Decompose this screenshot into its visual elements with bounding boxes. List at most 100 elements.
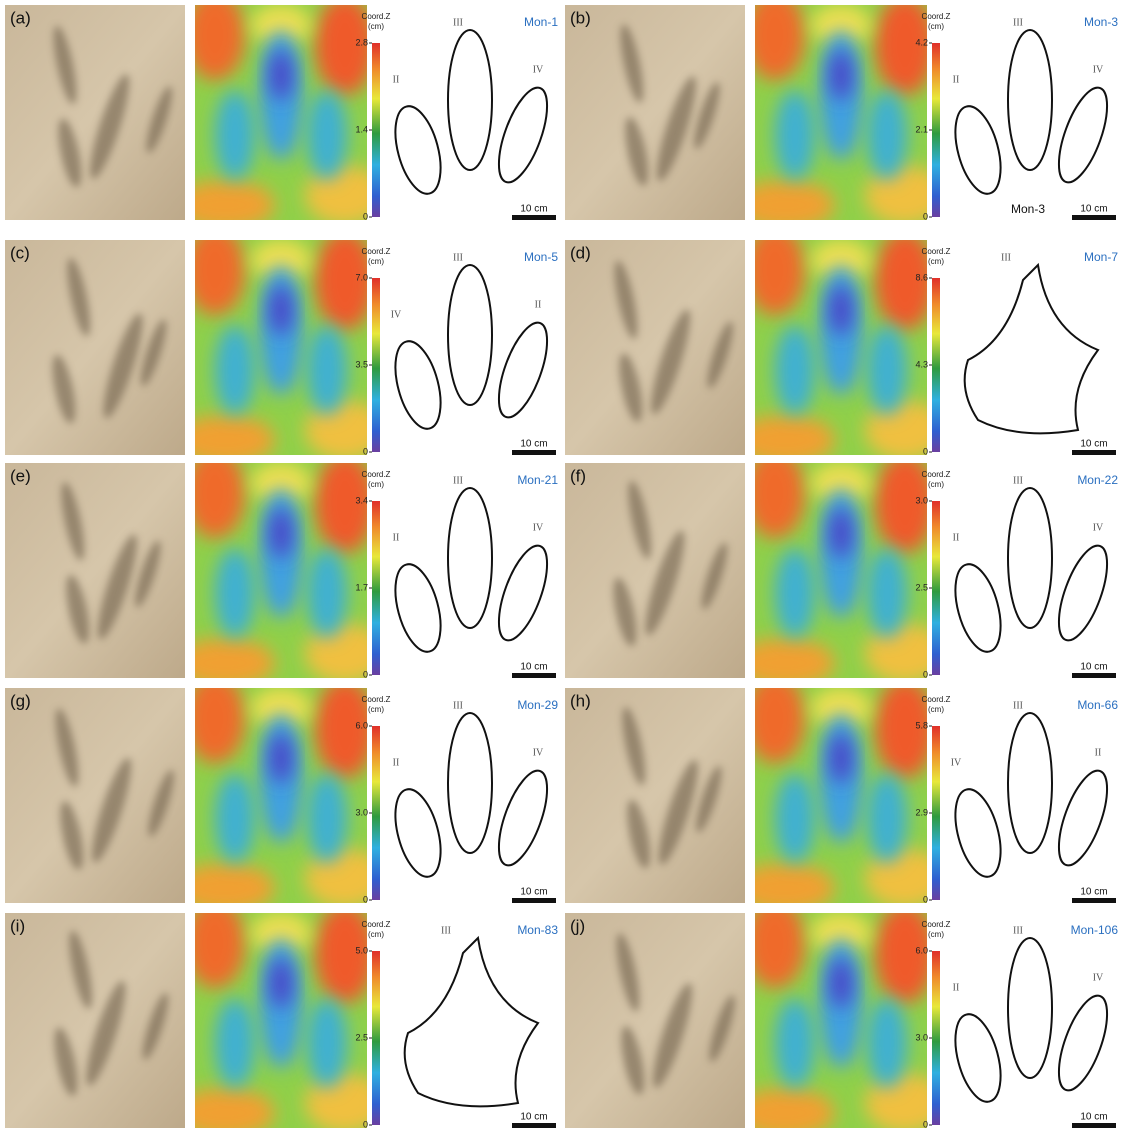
photo: (h) xyxy=(565,688,745,903)
colorbar-tick-label: 5.0 xyxy=(355,945,368,955)
digit-label: II xyxy=(953,532,960,543)
colorbar-tick-label: 6.0 xyxy=(915,945,928,955)
map-blob xyxy=(867,325,907,415)
digit-label: III xyxy=(453,700,463,711)
digit-label: II xyxy=(953,982,960,993)
map-blob xyxy=(775,998,815,1088)
digit-label: III xyxy=(1013,925,1023,936)
foot-outline xyxy=(405,938,538,1106)
digit-label: II xyxy=(393,74,400,85)
map-blob xyxy=(745,898,805,988)
map-blob xyxy=(185,448,245,538)
toe-outline xyxy=(947,101,1009,198)
colorbar-tick-label: 2.1 xyxy=(915,124,928,134)
toe-outline xyxy=(387,784,449,881)
map-blob xyxy=(269,285,293,335)
scale-bar xyxy=(512,1123,556,1128)
colorbar-unit: (cm) xyxy=(368,257,384,266)
scale-bar xyxy=(1072,450,1116,455)
colorbar-tick-label: 4.3 xyxy=(915,359,928,369)
map-blob xyxy=(829,50,853,100)
panel-label: (h) xyxy=(570,691,591,710)
photo: (i) xyxy=(5,913,185,1128)
photo-background xyxy=(5,463,185,678)
photo-background xyxy=(565,688,745,903)
footprint-drawing xyxy=(387,30,557,199)
digit-label: IV xyxy=(533,64,544,75)
digit-label: II xyxy=(953,74,960,85)
map-blob xyxy=(215,773,255,863)
colorbar-tick-label: 8.6 xyxy=(915,272,928,282)
map-blob xyxy=(175,638,275,688)
colorbar-unit: (cm) xyxy=(928,705,944,714)
scale-label: 10 cm xyxy=(520,204,547,215)
scale-bar xyxy=(1072,673,1116,678)
digit-label: III xyxy=(453,17,463,28)
colorbar-tick-label: 0 xyxy=(923,1119,928,1129)
colorbar-tick-label: 2.9 xyxy=(915,807,928,817)
panel: (e)Coord.Z(cm)3.41.70IIIIIIVMon-2110 cm xyxy=(5,448,558,688)
map-blob xyxy=(775,90,815,180)
colorbar-tick-label: 7.0 xyxy=(355,272,368,282)
map-blob xyxy=(307,773,347,863)
map-blob xyxy=(307,998,347,1088)
map-blob xyxy=(215,90,255,180)
map-blob xyxy=(185,673,245,763)
scale-bar xyxy=(512,673,556,678)
map-blob xyxy=(269,508,293,558)
map-blob xyxy=(867,998,907,1088)
toe-outline xyxy=(489,540,557,646)
digit-label: III xyxy=(1001,252,1011,263)
digit-label: III xyxy=(453,252,463,263)
toe-outline xyxy=(1049,540,1117,646)
colorbar-tick-label: 0 xyxy=(363,211,368,221)
scale-label: 10 cm xyxy=(520,887,547,898)
map-blob xyxy=(829,508,853,558)
specimen-name: Mon-29 xyxy=(517,698,558,712)
colorbar-tick-label: 0 xyxy=(923,669,928,679)
digit-label: II xyxy=(393,532,400,543)
colorbar-tick-label: 3.0 xyxy=(915,495,928,505)
digit-label: II xyxy=(393,757,400,768)
colorbar xyxy=(932,951,940,1125)
map-blob xyxy=(745,448,805,538)
colorbar-tick-label: 3.5 xyxy=(355,359,368,369)
digit-label: III xyxy=(1013,17,1023,28)
digit-label: IV xyxy=(951,757,962,768)
colorbar-unit: (cm) xyxy=(928,22,944,31)
footprint-drawing xyxy=(387,713,557,882)
colorbar-title: Coord.Z xyxy=(922,12,951,21)
toe-outline xyxy=(1008,938,1052,1078)
specimen-name: Mon-21 xyxy=(517,473,558,487)
toe-outline xyxy=(1008,713,1052,853)
colorbar-title: Coord.Z xyxy=(362,247,391,256)
colorbar-tick-label: 3.4 xyxy=(355,495,368,505)
colorbar-tick-label: 1.4 xyxy=(355,124,368,134)
toe-outline xyxy=(1049,990,1117,1096)
colorbar xyxy=(372,726,380,900)
digit-label: II xyxy=(535,299,542,310)
scale-bar xyxy=(512,450,556,455)
colorbar-title: Coord.Z xyxy=(922,470,951,479)
map-blob xyxy=(735,415,835,465)
digit-label: III xyxy=(441,925,451,936)
digit-label: III xyxy=(1013,475,1023,486)
map-blob xyxy=(215,548,255,638)
colorbar-unit: (cm) xyxy=(368,480,384,489)
colorbar-tick-label: 0 xyxy=(363,1119,368,1129)
map-blob xyxy=(185,898,245,988)
colorbar-title: Coord.Z xyxy=(922,920,951,929)
footprint-drawing xyxy=(947,30,1117,199)
colorbar-tick-label: 0 xyxy=(923,894,928,904)
specimen-name: Mon-83 xyxy=(517,923,558,937)
map-blob xyxy=(867,548,907,638)
height-map xyxy=(735,225,945,465)
specimen-name: Mon-66 xyxy=(1077,698,1118,712)
colorbar-tick-label: 0 xyxy=(923,446,928,456)
map-blob xyxy=(775,325,815,415)
height-map xyxy=(175,225,385,465)
digit-label: III xyxy=(453,475,463,486)
height-map xyxy=(175,898,385,1133)
